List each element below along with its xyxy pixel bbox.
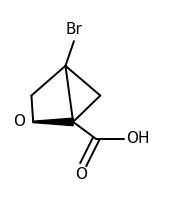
Text: Br: Br	[65, 22, 82, 37]
Text: OH: OH	[126, 131, 149, 146]
Text: O: O	[75, 167, 87, 182]
Polygon shape	[33, 118, 73, 126]
Text: O: O	[13, 114, 26, 129]
